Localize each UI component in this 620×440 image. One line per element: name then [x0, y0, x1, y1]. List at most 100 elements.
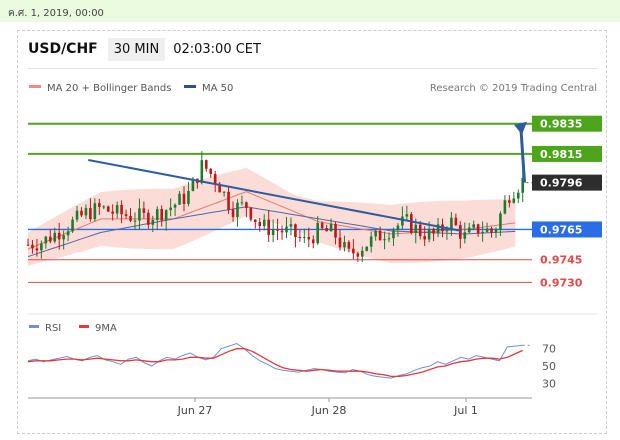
level-label-0.9745: 0.9745 — [540, 254, 582, 267]
candle — [44, 236, 48, 244]
rsi-line — [27, 342, 523, 379]
candle — [396, 225, 400, 231]
ma50-legend-label: MA 50 — [202, 83, 233, 94]
level-label-0.9730: 0.9730 — [540, 276, 583, 289]
candle — [405, 214, 409, 217]
candle — [476, 224, 480, 234]
candle — [472, 224, 475, 228]
candle — [89, 208, 92, 220]
candle — [98, 203, 101, 207]
candle — [436, 224, 440, 234]
rsi-panel: 70 50 30 — [27, 342, 556, 390]
candle — [93, 203, 97, 220]
chart-header: USD/CHF 30 MIN 02:03:00 CET — [28, 36, 261, 62]
forecast-arrow-head — [514, 121, 527, 135]
candle — [40, 243, 43, 251]
candle — [494, 229, 498, 233]
candle — [343, 242, 346, 248]
candle — [503, 200, 507, 214]
candle — [35, 248, 39, 251]
candle — [245, 202, 248, 209]
bollinger-band — [28, 167, 516, 266]
candle — [481, 231, 484, 234]
level-label-0.9835: 0.9835 — [540, 118, 582, 131]
candle — [249, 208, 253, 220]
candle — [360, 250, 364, 257]
candle — [57, 232, 61, 240]
candle — [173, 204, 177, 208]
candle — [432, 228, 435, 234]
candle — [316, 223, 320, 244]
candle — [285, 226, 288, 233]
candle — [369, 236, 373, 247]
rsi-tick-50: 50 — [542, 360, 556, 373]
candle — [106, 206, 110, 212]
rsi-legend-swatch — [29, 325, 39, 328]
level-lines — [28, 122, 600, 283]
ma50-legend-swatch — [184, 85, 196, 88]
candle — [254, 219, 257, 222]
x-tick-label: Jun 27 — [177, 404, 213, 417]
x-tick-label: Jul 1 — [453, 404, 478, 417]
candle — [111, 211, 114, 214]
candle — [147, 212, 150, 225]
candle — [303, 236, 306, 238]
candle — [222, 191, 226, 193]
candle — [31, 244, 34, 249]
candle — [138, 208, 141, 221]
symbol-label[interactable]: USD/CHF — [28, 41, 98, 57]
candle — [512, 198, 516, 203]
candle — [164, 210, 168, 221]
candle — [209, 168, 213, 174]
candle — [289, 224, 293, 227]
level-labels: 0.9835 0.9815 0.9796 0.9765 0.9745 0.9730 — [532, 115, 602, 289]
candle — [311, 239, 315, 244]
candle — [280, 230, 284, 233]
candle — [499, 213, 502, 230]
candle — [258, 221, 262, 227]
candle — [200, 160, 204, 183]
level-label-bg-0.9835 — [532, 115, 602, 132]
candle — [356, 253, 360, 257]
trend-line — [88, 158, 462, 232]
candle — [227, 191, 230, 210]
timeframe-selector[interactable]: 30 MIN — [107, 37, 166, 61]
rsi-tick-70: 70 — [542, 343, 556, 356]
candle — [383, 239, 386, 241]
candle — [516, 192, 520, 199]
candle — [490, 228, 493, 233]
candle — [151, 219, 155, 225]
candle — [204, 160, 208, 169]
candle — [129, 215, 132, 221]
trend-lines — [88, 121, 527, 232]
candle — [459, 225, 462, 239]
candle — [62, 235, 65, 240]
candle — [240, 202, 244, 204]
candle — [414, 224, 418, 234]
candle — [378, 230, 382, 241]
header-divider — [28, 68, 598, 69]
ma20-legend-swatch — [29, 85, 41, 88]
candle — [401, 216, 404, 226]
candle — [231, 209, 235, 217]
level-label-0.9765: 0.9765 — [540, 223, 582, 236]
ma9-legend-label: 9MA — [95, 323, 117, 334]
candle — [307, 236, 311, 240]
candle — [71, 219, 74, 232]
bollinger-band-fill — [28, 167, 516, 266]
candle — [80, 210, 83, 216]
candle — [191, 178, 195, 191]
rsi-tick-30: 30 — [542, 377, 556, 390]
date-label: ค.ศ. 1, 2019, 00:00 — [8, 8, 104, 19]
level-label-0.9796: 0.9796 — [540, 177, 583, 190]
candle — [276, 229, 279, 231]
candle — [454, 217, 458, 226]
ma9-line — [27, 348, 523, 378]
candle — [142, 208, 146, 213]
candle — [392, 230, 395, 239]
level-label-bg-0.9765 — [532, 221, 602, 238]
candle — [155, 209, 159, 220]
candle — [365, 246, 369, 251]
candle — [267, 219, 270, 235]
